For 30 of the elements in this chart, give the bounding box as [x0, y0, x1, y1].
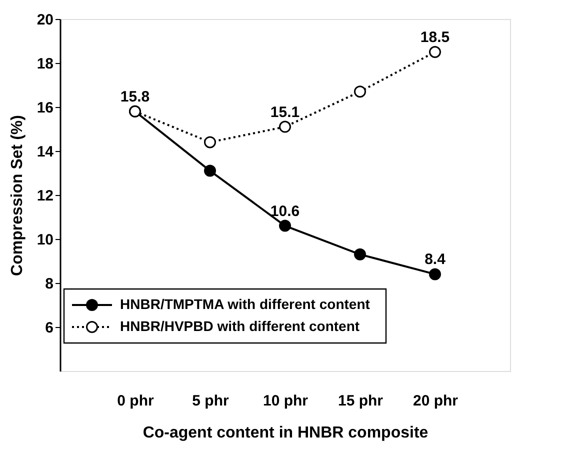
- data-label: 15.1: [270, 104, 300, 121]
- data-label: 15.8: [120, 88, 150, 106]
- point: [204, 164, 216, 177]
- legend-label: HNBR/TMPTMA with different content: [120, 296, 370, 312]
- point: [354, 86, 366, 98]
- y-tick-label: 6: [45, 320, 54, 336]
- legend-label: HNBR/HVPBD with different content: [120, 318, 360, 334]
- y-tick-label: 8: [45, 276, 54, 292]
- y-tick-label: 18: [36, 56, 54, 72]
- data-label: 10.6: [270, 202, 300, 220]
- point: [429, 46, 441, 58]
- point: [279, 120, 291, 133]
- x-tick-label: 5 phr: [192, 392, 229, 410]
- point: [279, 220, 291, 232]
- x-axis-title: Co-agent content in HNBR composite: [142, 424, 428, 442]
- x-tick-label: 15 phr: [338, 392, 384, 410]
- y-tick-label: 12: [36, 188, 54, 204]
- point: [204, 136, 216, 148]
- data-label: 18.5: [420, 29, 450, 46]
- y-tick-label: 16: [36, 100, 54, 116]
- y-tick-label: 10: [36, 232, 54, 248]
- x-tick-label: 20 phr: [412, 392, 458, 410]
- x-tick-label: 0 phr: [117, 392, 154, 410]
- y-axis-title: Compression Set (%): [8, 115, 26, 276]
- point: [429, 268, 441, 280]
- x-tick-label: 10 phr: [262, 392, 308, 410]
- point: [354, 248, 366, 260]
- y-tick-label: 14: [36, 144, 54, 160]
- y-tick-label: 20: [36, 12, 54, 28]
- data-label: 8.4: [424, 251, 446, 268]
